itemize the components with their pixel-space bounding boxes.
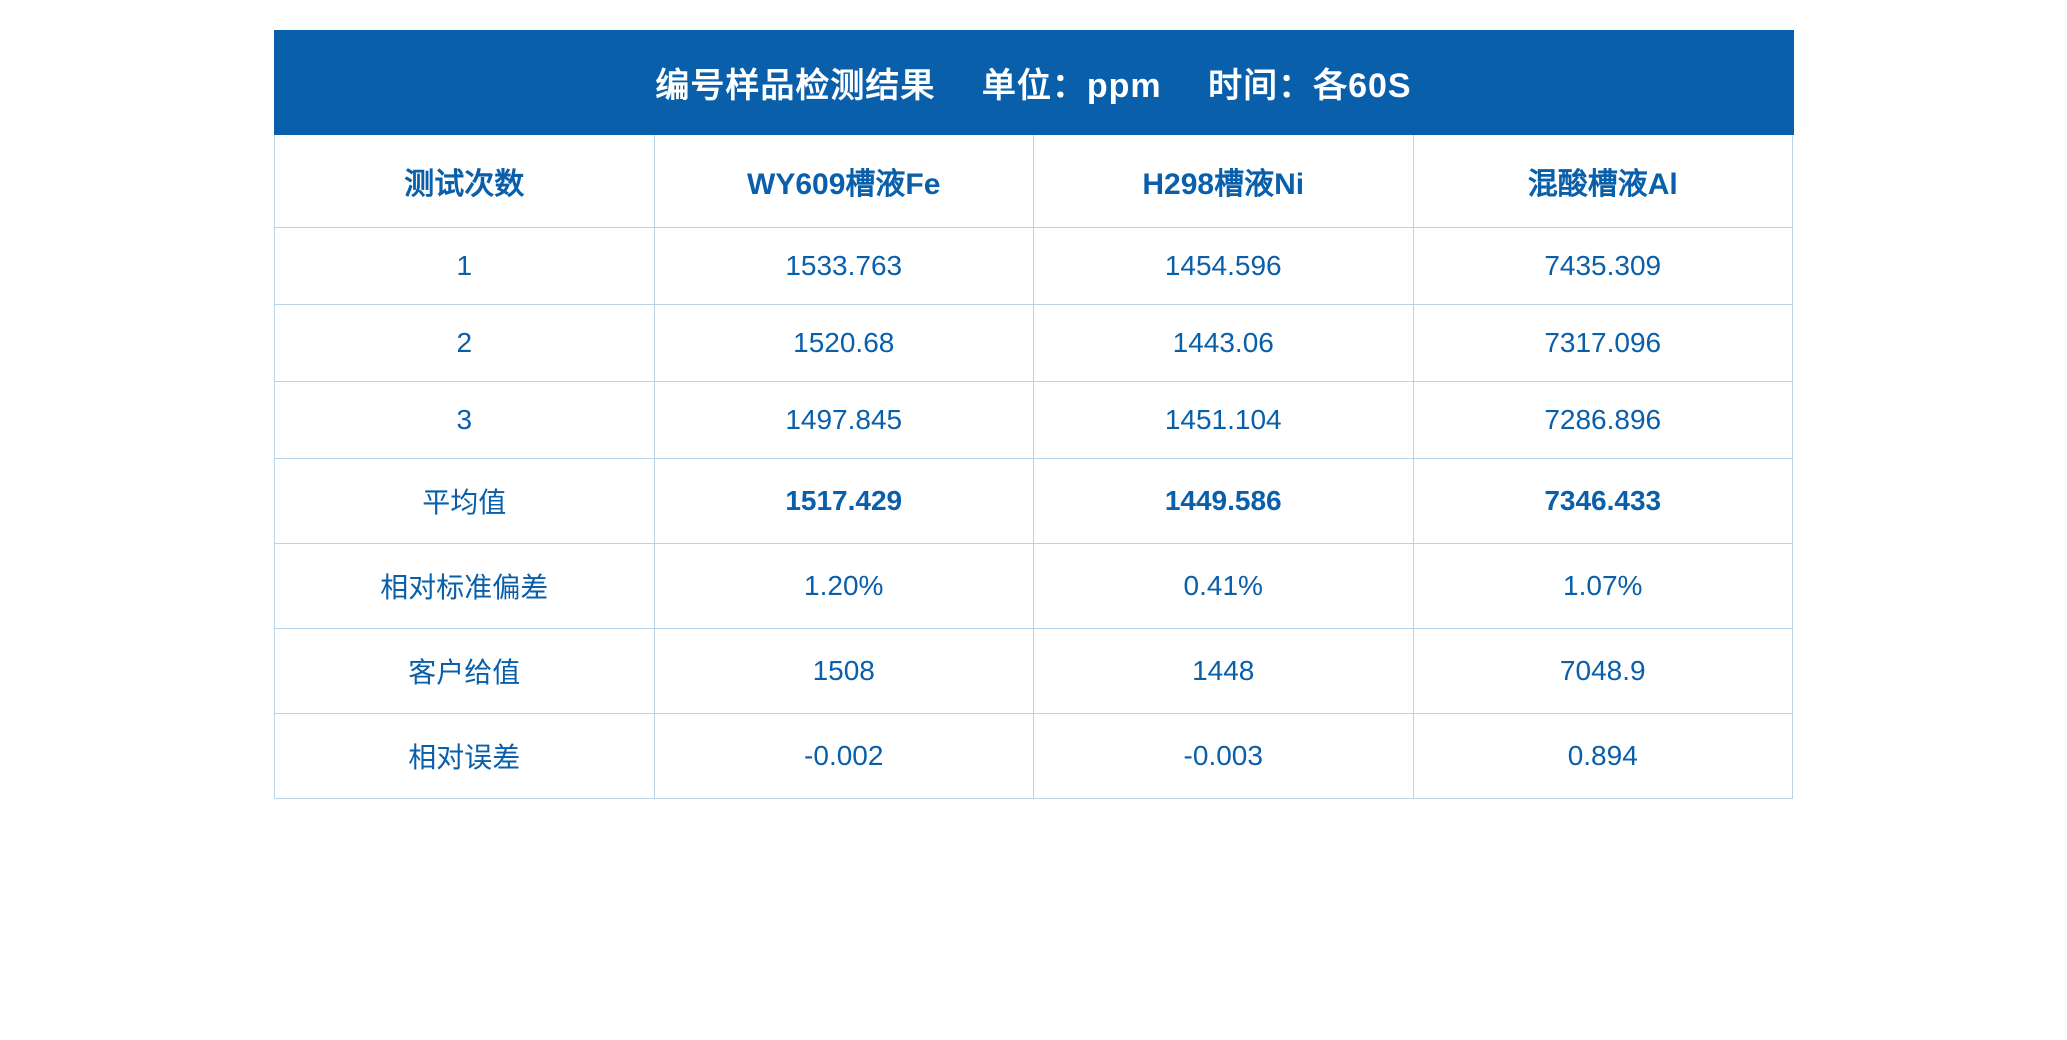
cell-value: 1449.586 [1034, 459, 1414, 544]
cell-value: 7346.433 [1413, 459, 1793, 544]
cell-value: 7286.896 [1413, 382, 1793, 459]
row-label: 1 [275, 228, 655, 305]
title-seg-3: 时间：各60S [1208, 58, 1412, 107]
cell-value: 7317.096 [1413, 305, 1793, 382]
cell-value: 1520.68 [654, 305, 1034, 382]
col-header-1: WY609槽液Fe [654, 134, 1034, 228]
results-table: 编号样品检测结果 单位：ppm 时间：各60S 测试次数 WY609槽液Fe H… [274, 30, 1794, 799]
table-body: 11533.7631454.5967435.30921520.681443.06… [275, 228, 1793, 799]
cell-value: -0.002 [654, 714, 1034, 799]
cell-value: 7435.309 [1413, 228, 1793, 305]
cell-value: 1454.596 [1034, 228, 1414, 305]
table-row: 客户给值150814487048.9 [275, 629, 1793, 714]
table-row: 21520.681443.067317.096 [275, 305, 1793, 382]
cell-value: 0.894 [1413, 714, 1793, 799]
cell-value: 1451.104 [1034, 382, 1414, 459]
table-title-row: 编号样品检测结果 单位：ppm 时间：各60S [275, 31, 1793, 134]
cell-value: 1.20% [654, 544, 1034, 629]
table-row: 相对误差-0.002-0.0030.894 [275, 714, 1793, 799]
col-header-3: 混酸槽液Al [1413, 134, 1793, 228]
cell-value: 1497.845 [654, 382, 1034, 459]
row-label: 3 [275, 382, 655, 459]
row-label: 客户给值 [275, 629, 655, 714]
title-seg-1: 编号样品检测结果 [655, 58, 935, 107]
row-label: 相对误差 [275, 714, 655, 799]
table-row: 平均值1517.4291449.5867346.433 [275, 459, 1793, 544]
row-label: 平均值 [275, 459, 655, 544]
table-row: 相对标准偏差1.20%0.41%1.07% [275, 544, 1793, 629]
table-title: 编号样品检测结果 单位：ppm 时间：各60S [275, 31, 1793, 134]
table-row: 31497.8451451.1047286.896 [275, 382, 1793, 459]
results-table-container: 编号样品检测结果 单位：ppm 时间：各60S 测试次数 WY609槽液Fe H… [274, 30, 1794, 799]
row-label: 2 [275, 305, 655, 382]
title-seg-2: 单位：ppm [982, 58, 1162, 107]
table-row: 11533.7631454.5967435.309 [275, 228, 1793, 305]
cell-value: 1448 [1034, 629, 1414, 714]
cell-value: 0.41% [1034, 544, 1414, 629]
cell-value: -0.003 [1034, 714, 1414, 799]
cell-value: 1443.06 [1034, 305, 1414, 382]
row-label: 相对标准偏差 [275, 544, 655, 629]
col-header-2: H298槽液Ni [1034, 134, 1414, 228]
cell-value: 1.07% [1413, 544, 1793, 629]
cell-value: 1533.763 [654, 228, 1034, 305]
cell-value: 7048.9 [1413, 629, 1793, 714]
cell-value: 1508 [654, 629, 1034, 714]
col-header-0: 测试次数 [275, 134, 655, 228]
table-header-row: 测试次数 WY609槽液Fe H298槽液Ni 混酸槽液Al [275, 134, 1793, 228]
cell-value: 1517.429 [654, 459, 1034, 544]
